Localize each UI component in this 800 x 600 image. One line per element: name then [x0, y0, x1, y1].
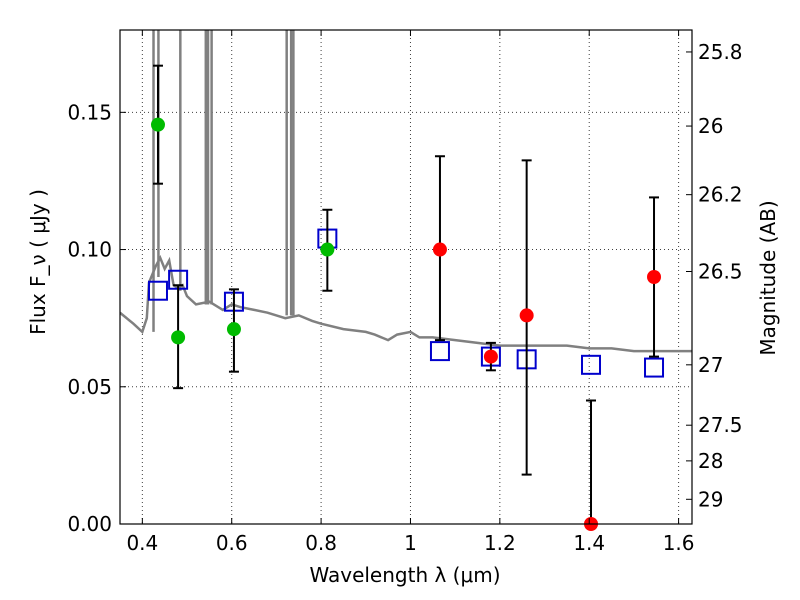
- data-point: [150, 117, 165, 132]
- plot-frame: [119, 29, 693, 525]
- data-point: [432, 242, 447, 257]
- x-tick-label: 0.8: [305, 531, 337, 555]
- right-tick-label: 25.8: [698, 40, 743, 64]
- x-tick-label: 0.4: [126, 531, 158, 555]
- right-tick-label: 26: [698, 114, 723, 138]
- model-spectrum-line: [120, 254, 692, 353]
- y-tick-label: 0.05: [67, 375, 112, 399]
- ticks: 0.4 0.6 0.8 1 1.2 1.4 1.6 0.00 0.05 0.10 0.15 25.8 2…: [67, 30, 743, 555]
- right-tick-label: 29: [698, 487, 723, 511]
- right-tick-label: 26.2: [698, 183, 743, 207]
- data-point: [171, 330, 186, 345]
- y-axis-label: Flux F_ν ( μJy ): [26, 189, 50, 335]
- data-point: [483, 349, 498, 364]
- right-tick-label: 28: [698, 449, 723, 473]
- data-point: [320, 242, 335, 257]
- x-tick-label: 0.6: [216, 531, 248, 555]
- y-tick-label: 0.15: [67, 100, 112, 124]
- right-tick-label: 27: [698, 353, 723, 377]
- right-tick-label: 27.5: [698, 413, 743, 437]
- x-tick-label: 1: [404, 531, 417, 555]
- right-axis-label: Magnitude (AB): [756, 200, 780, 355]
- data-point: [519, 308, 534, 323]
- data-points: [147, 64, 665, 531]
- data-point: [647, 270, 662, 284]
- x-tick-label: 1.4: [573, 531, 605, 555]
- x-axis-label: Wavelength λ (μm): [309, 563, 500, 587]
- right-tick-label: 26.5: [698, 260, 743, 284]
- data-point: [226, 322, 241, 337]
- model-band-square: [581, 354, 602, 375]
- x-tick-label: 1.2: [484, 531, 516, 555]
- model-band-square: [147, 280, 168, 301]
- y-tick-label: 0.00: [67, 512, 112, 536]
- model-band-square: [644, 357, 665, 378]
- model-band-square: [429, 341, 450, 362]
- x-tick-label: 1.6: [663, 531, 695, 555]
- y-tick-label: 0.10: [67, 238, 112, 262]
